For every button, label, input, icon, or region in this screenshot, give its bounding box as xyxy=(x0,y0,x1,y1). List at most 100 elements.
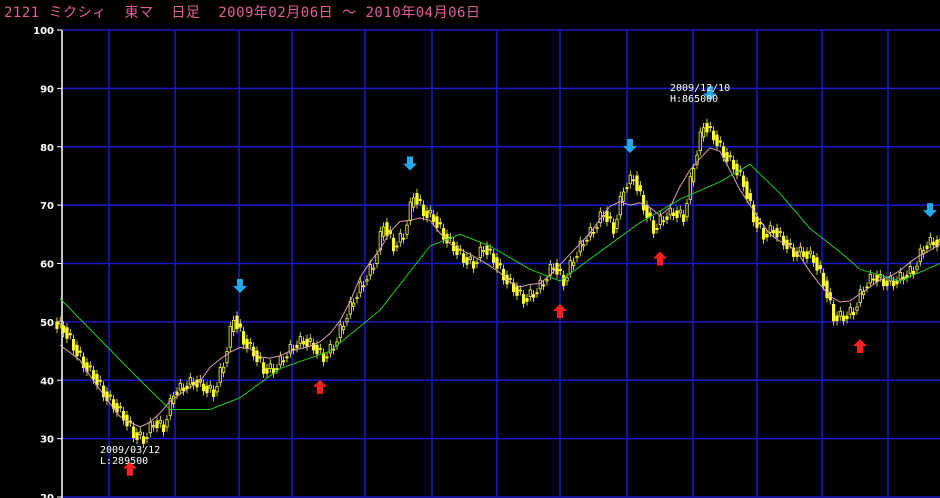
candle-body xyxy=(491,253,496,263)
candle-body xyxy=(672,212,676,216)
candle-body xyxy=(151,425,156,428)
candle-body xyxy=(545,279,549,282)
candle-body xyxy=(765,233,769,238)
candle-body xyxy=(772,230,776,234)
candle-body xyxy=(341,325,346,331)
candle-body xyxy=(235,315,239,330)
candle-body xyxy=(358,281,362,294)
chart-title: 2121 ミクシィ 東マ 日足 2009年02月06日 ～ 2010年04月06… xyxy=(4,5,481,21)
long-ma-line xyxy=(59,163,940,410)
candle-body xyxy=(838,310,842,317)
candle-body xyxy=(325,356,329,359)
candle-body xyxy=(421,204,426,217)
candle-body xyxy=(68,333,72,336)
candle-body xyxy=(895,280,899,285)
y-tick-label: 50 xyxy=(40,318,54,329)
candle-body xyxy=(131,426,136,438)
up-arrow-icon xyxy=(313,379,327,394)
candle-body xyxy=(615,218,619,229)
candle-body xyxy=(568,260,572,274)
candle-body xyxy=(221,366,226,373)
candle-body xyxy=(461,253,466,263)
candle-body xyxy=(578,240,582,253)
candle-body xyxy=(552,267,556,270)
candle-body xyxy=(855,306,859,311)
candle-body xyxy=(595,226,599,229)
candle-body xyxy=(481,250,486,253)
candle-body xyxy=(268,363,272,369)
candle-body xyxy=(612,222,616,234)
candle-body xyxy=(535,292,539,295)
candle-body xyxy=(285,356,289,359)
candle-body xyxy=(145,436,149,440)
candle-body xyxy=(572,261,576,266)
candle-body xyxy=(305,338,309,347)
y-tick-label: 100 xyxy=(33,26,54,37)
candle-body xyxy=(522,294,526,304)
candle-body xyxy=(692,168,696,183)
up-arrow-icon xyxy=(653,251,667,266)
candle-body xyxy=(315,344,319,355)
candle-body xyxy=(845,315,849,320)
candle-body xyxy=(455,245,459,256)
candle-body xyxy=(278,355,282,366)
candle-body xyxy=(608,216,612,219)
candle-body xyxy=(141,436,146,444)
candle-body xyxy=(775,228,779,238)
up-arrow-icon xyxy=(853,339,867,354)
candle-body xyxy=(122,410,126,421)
candle-body xyxy=(525,298,529,302)
candle-body xyxy=(118,406,122,409)
candle-body xyxy=(88,365,92,368)
short-ma-line xyxy=(59,147,940,428)
candle-body xyxy=(678,209,682,214)
candle-body xyxy=(475,261,479,264)
candle-body xyxy=(495,257,499,269)
candle-body xyxy=(168,398,172,416)
candle-body xyxy=(105,391,109,401)
candle-body xyxy=(565,277,569,282)
candle-body xyxy=(852,311,856,316)
candle-body xyxy=(92,370,96,380)
candle-body xyxy=(371,267,376,270)
candle-body xyxy=(788,242,792,245)
candle-body xyxy=(241,331,246,345)
candle-body xyxy=(108,394,112,397)
candle-body xyxy=(808,250,812,255)
candle-body xyxy=(935,239,939,248)
candle-body xyxy=(638,185,642,192)
candle-body xyxy=(158,419,162,424)
candle-body xyxy=(78,350,82,353)
candle-body xyxy=(395,245,399,248)
candle-body xyxy=(215,386,219,393)
candle-body xyxy=(368,264,372,276)
candle-body xyxy=(295,344,299,349)
candle-body xyxy=(622,191,626,202)
candle-body xyxy=(518,289,522,292)
candle-body xyxy=(225,351,229,364)
candle-body xyxy=(715,134,719,147)
candle-body xyxy=(181,387,186,392)
candle-body xyxy=(655,228,659,230)
candle-body xyxy=(625,187,629,190)
candle-body xyxy=(135,432,139,440)
candle-body xyxy=(138,431,142,436)
candle-body xyxy=(248,342,252,344)
candle-body xyxy=(662,220,666,223)
candle-body xyxy=(882,278,886,287)
candle-body xyxy=(58,320,62,325)
candle-body xyxy=(171,395,176,405)
candle-body xyxy=(848,307,852,315)
y-tick-label: 80 xyxy=(40,143,54,154)
candle-body xyxy=(725,152,729,162)
candle-body xyxy=(82,356,86,368)
candle-body xyxy=(932,241,936,246)
candle-body xyxy=(728,155,732,158)
down-arrow-icon xyxy=(233,279,247,294)
candle-body xyxy=(178,382,182,391)
y-tick-label: 90 xyxy=(40,84,54,95)
candle-body xyxy=(805,251,809,259)
candle-body xyxy=(802,251,806,257)
candle-body xyxy=(528,289,532,297)
